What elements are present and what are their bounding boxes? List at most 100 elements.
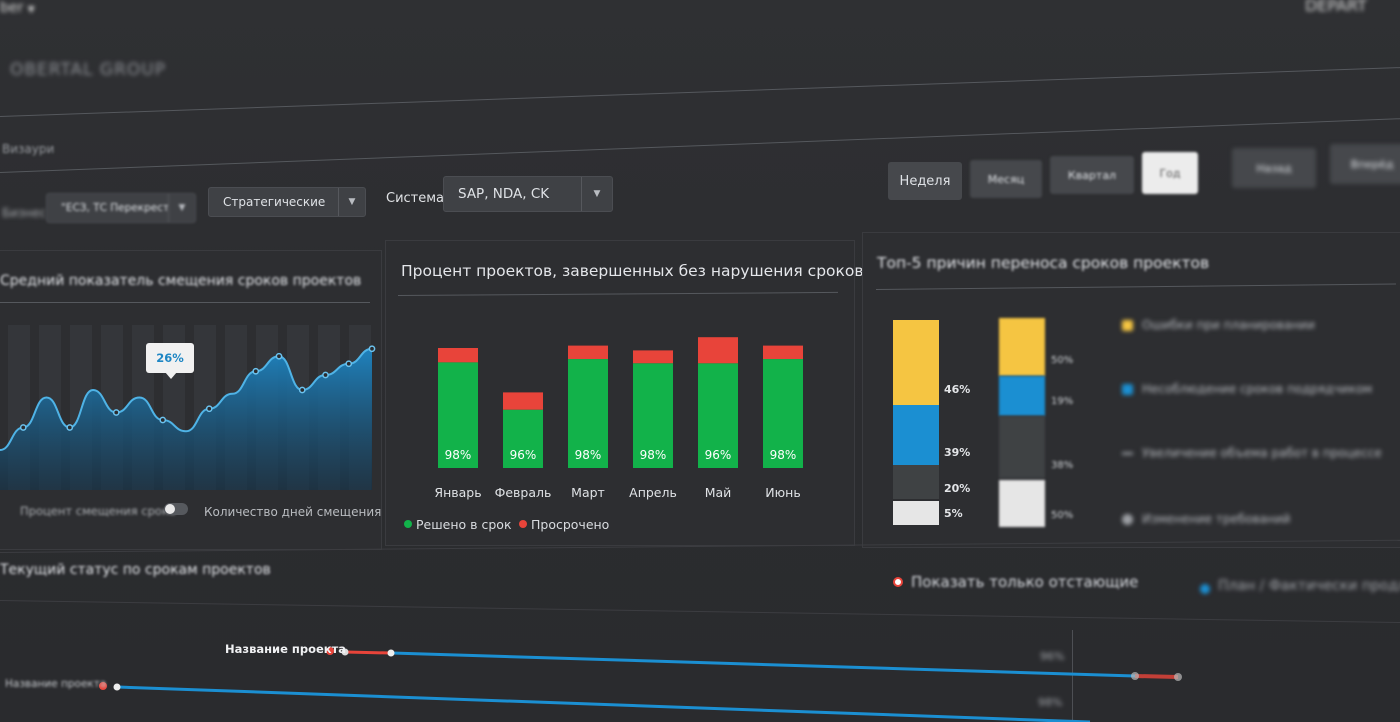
period-label: Неделя [899, 173, 951, 189]
period-quarter-button[interactable]: Квартал [1050, 156, 1134, 194]
bar-data-label: 98% [445, 448, 472, 462]
legend-white-swatch [1122, 514, 1133, 525]
timeline-start-dot [326, 647, 334, 655]
stack1-dark-segment [893, 465, 939, 499]
mode-toggle[interactable] [164, 503, 188, 515]
toggle-right-label: Количество дней смещения [204, 505, 382, 519]
plan-legend-dot [1200, 584, 1210, 594]
stack1-label: 39% [944, 446, 971, 459]
period-year-button[interactable]: Год [1142, 152, 1198, 194]
breadcrumb[interactable]: Визаури [2, 142, 55, 156]
toggle-knob [165, 504, 175, 514]
timeline-start-dot [99, 682, 107, 690]
timeline-node [387, 649, 395, 657]
period-label: Месяц [987, 172, 1025, 186]
today-marker [1072, 630, 1073, 722]
stack2-yellow-segment [999, 318, 1045, 376]
chevron-down-icon: ▼ [168, 194, 195, 222]
header-divider [0, 66, 1400, 117]
plan-legend-label: План / Фактически продлено [1218, 578, 1400, 594]
business-label: Бизнес [2, 206, 47, 220]
user-label: ber [0, 0, 24, 16]
period-month-button[interactable]: Месяц [970, 160, 1042, 198]
forward-button[interactable]: Вперёд [1330, 144, 1400, 184]
on-time-bar-chart: 98% Январь 96% Февраль 98% Март 98% Апрель 96% Ма… [434, 337, 803, 500]
top-right-label: DEPART [1305, 0, 1367, 15]
bar-data-label: 98% [640, 448, 667, 462]
shift-area-chart [0, 325, 376, 490]
legend-green-dot [404, 520, 412, 528]
strategy-filter-dropdown[interactable]: Стратегические ▼ [208, 187, 366, 217]
dropdown-value: Стратегические [223, 195, 326, 209]
bar-category-label: Февраль [495, 485, 552, 500]
tooltip-pointer [165, 372, 177, 379]
stack1-label: 46% [944, 383, 971, 396]
legend-dark-swatch [1122, 452, 1133, 455]
legend-on-time: Решено в срок [416, 517, 512, 532]
bar-data-label: 98% [575, 448, 602, 462]
stack2-label: 50% [1051, 510, 1074, 521]
timeline-overdue-line [1134, 674, 1179, 679]
panel-title-divider [0, 302, 370, 303]
legend-overdue: Просрочено [531, 517, 610, 532]
chevron-down-icon: ▼ [338, 188, 365, 216]
legend-red-dot [519, 520, 527, 528]
bar-on-time-segment [633, 363, 673, 468]
area-point [66, 424, 74, 431]
area-point [275, 352, 283, 360]
timeline-chart [99, 647, 1182, 722]
area-point [205, 405, 213, 413]
legend-item: Несоблюдение сроков подрядчиком [1142, 382, 1373, 396]
area-point [112, 409, 120, 416]
project-name-1[interactable]: Название проекта [225, 642, 347, 656]
chart-tooltip: 26% [146, 343, 194, 373]
timeline-node [1174, 673, 1182, 681]
bar-data-label: 96% [705, 448, 732, 462]
bar-group: 98% Январь 96% Февраль 98% Март 98% Апрель 96% Ма… [434, 337, 803, 500]
timeline-plan-line [391, 651, 1136, 678]
back-button[interactable]: Назад [1232, 148, 1316, 188]
button-label: Вперёд [1350, 157, 1394, 171]
bar-category-label: Январь [434, 485, 481, 500]
bar-overdue-segment [503, 392, 543, 410]
system-dropdown[interactable]: SAP, NDA, CK ▼ [443, 176, 613, 212]
project-progress-1: 96% [1040, 650, 1065, 663]
stack1-label: 20% [944, 482, 971, 495]
show-only-radio[interactable] [893, 577, 903, 587]
legend-item: Изменение требований [1142, 512, 1291, 526]
timeline-overdue-line [344, 650, 391, 655]
panel-title: Средний показатель смещения сроков проек… [0, 273, 362, 289]
user-menu[interactable]: ber ▼ [0, 0, 35, 16]
chevron-down-icon: ▼ [27, 5, 35, 15]
area-point [159, 416, 167, 424]
project-name-2[interactable]: Название проекта [5, 678, 107, 690]
stack2-label: 19% [1051, 396, 1074, 407]
bar-overdue-segment [633, 350, 673, 364]
period-week-button[interactable]: Неделя [888, 162, 962, 200]
timeline-plan-line [117, 685, 1091, 722]
stack2-label: 38% [1051, 460, 1074, 471]
bar-category-label: Июнь [765, 485, 800, 500]
stack1-white-segment [893, 501, 939, 525]
stack1-blue-segment [893, 405, 939, 465]
system-label: Система [386, 191, 445, 206]
bar-overdue-segment [763, 345, 803, 360]
tooltip-value: 26% [156, 351, 184, 365]
company-logo: OBERTAL GROUP [10, 60, 166, 80]
stack1-label: 5% [944, 507, 963, 520]
legend-blue-swatch [1122, 384, 1133, 395]
legend-item: Увеличение объема работ в процессе [1142, 446, 1382, 460]
area-point [345, 360, 353, 368]
area-point [298, 386, 306, 394]
bar-overdue-segment [438, 348, 478, 363]
bar-on-time-segment [503, 409, 543, 468]
business-filter-dropdown[interactable]: "ЕСЗ, ТС Перекрест... ▼ [46, 193, 196, 223]
area-points [19, 345, 376, 431]
panel-title: Топ-5 причин переноса сроков проектов [877, 254, 1210, 272]
area-line [0, 347, 373, 451]
period-label: Год [1159, 166, 1181, 180]
bar-category-label: Апрель [629, 485, 677, 500]
stack2-dark-segment [999, 416, 1045, 478]
legend-item: Ошибки при планировании [1142, 318, 1315, 332]
